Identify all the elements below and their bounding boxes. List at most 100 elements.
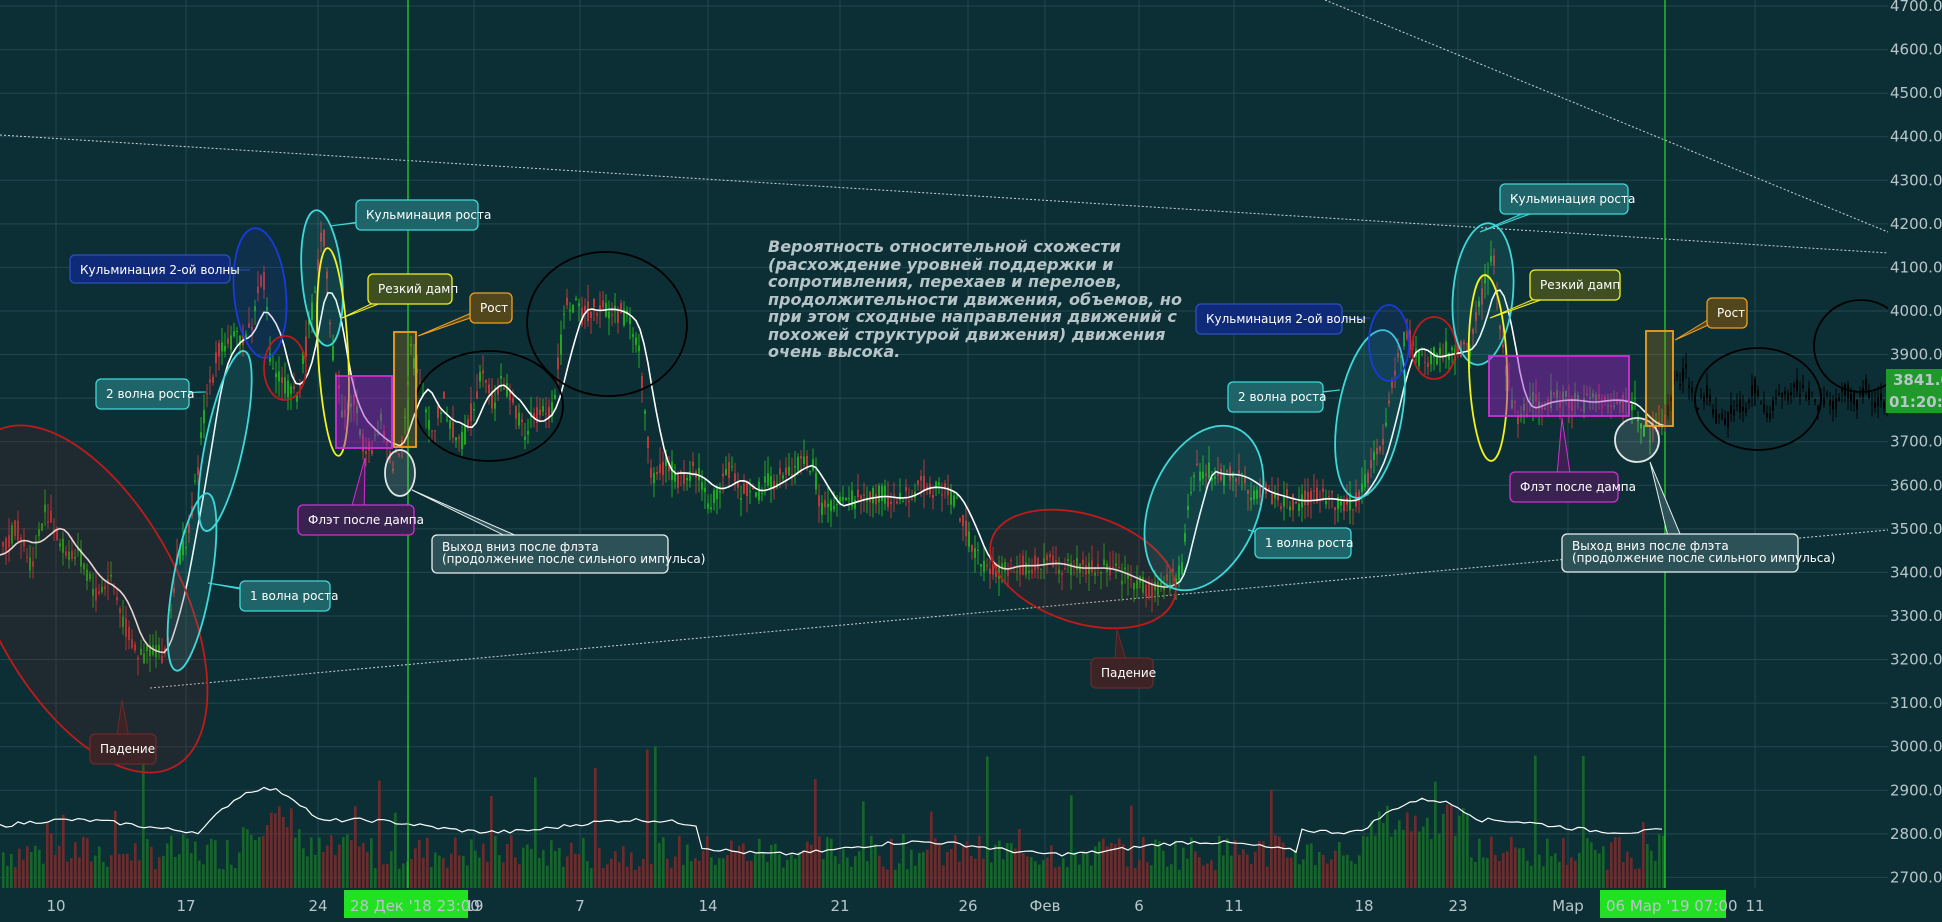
candle-body xyxy=(482,370,484,374)
culmination-ellipse xyxy=(300,209,344,347)
volume-bar xyxy=(1002,859,1005,888)
volume-bar xyxy=(10,854,13,888)
volume-bar xyxy=(362,842,365,888)
candle-body xyxy=(887,497,889,508)
volume-bar xyxy=(398,868,401,888)
candle-body xyxy=(767,473,769,486)
volume-bar xyxy=(66,861,69,888)
volume-bar xyxy=(1074,851,1077,888)
candle-body xyxy=(827,503,829,508)
candle-body xyxy=(1004,561,1006,572)
volume-bar xyxy=(170,835,173,888)
candle-body xyxy=(413,358,415,369)
time-axis[interactable]: 10 17 24 19 7 14 21 26 Фев 6 11 18 23 Мар 11 28 Дек '18… xyxy=(0,888,1942,922)
date-highlight-label: 28 Дек '18 23:00 xyxy=(350,897,480,915)
candle-body xyxy=(230,335,232,350)
candle-body xyxy=(1073,564,1075,567)
candle-body xyxy=(140,648,142,655)
volume-bar xyxy=(742,843,745,888)
projection-body xyxy=(1865,378,1867,391)
candle-body xyxy=(854,499,856,509)
projection-body xyxy=(1670,397,1672,402)
volume-bar xyxy=(862,801,865,888)
candle-body xyxy=(446,419,448,421)
volume-bar xyxy=(694,858,697,888)
candle-body xyxy=(20,537,22,543)
callout: Выход вниз после флэта(продолжение после… xyxy=(1561,461,1835,573)
volume-bar xyxy=(918,852,921,888)
candle-body xyxy=(350,403,352,408)
candle-body xyxy=(737,481,739,488)
candle-body xyxy=(689,471,691,481)
time-tick-label: 21 xyxy=(830,897,849,915)
volume-bar xyxy=(626,866,629,888)
projection-body xyxy=(1880,393,1882,401)
volume-bar xyxy=(106,866,109,888)
volume-bar xyxy=(326,845,329,888)
volume-bar xyxy=(766,861,769,888)
volume-bar xyxy=(1458,815,1461,888)
candle-body xyxy=(206,393,208,395)
candle-body xyxy=(62,538,64,553)
volume-bar xyxy=(1378,811,1381,888)
volume-bar xyxy=(1062,858,1065,888)
candle-body xyxy=(1226,470,1228,472)
candle-body xyxy=(707,503,709,509)
volume-bar xyxy=(1630,857,1633,888)
candle-body xyxy=(1385,422,1387,426)
volume-bar xyxy=(1014,848,1017,888)
candle-body xyxy=(1613,405,1615,408)
callout-label: Кульминация 2-ой волны xyxy=(1206,312,1366,326)
volume-bar xyxy=(18,848,21,888)
candle-body xyxy=(761,493,763,495)
volume-bar xyxy=(486,861,489,888)
volume-bar xyxy=(522,847,525,888)
candle-body xyxy=(1328,496,1330,498)
candle-body xyxy=(494,402,496,409)
candle-body xyxy=(962,514,964,527)
volume-bar xyxy=(1558,861,1561,888)
candle-body xyxy=(368,441,370,451)
candle-body xyxy=(1466,343,1468,345)
volume-bar xyxy=(1446,804,1449,888)
candle-body xyxy=(578,303,580,307)
candle-body xyxy=(1589,397,1591,400)
candle-body xyxy=(362,434,364,452)
candle-body xyxy=(392,468,394,471)
candle-body xyxy=(692,461,694,467)
volume-bar xyxy=(210,838,213,888)
candle-body xyxy=(311,302,313,320)
candle-body xyxy=(1283,496,1285,507)
candle-body xyxy=(1607,405,1609,407)
callout-label: 1 волна роста xyxy=(250,589,338,603)
candle-body xyxy=(302,352,304,365)
volume-bar xyxy=(446,867,449,888)
volume-bar xyxy=(1122,844,1125,888)
projection-body xyxy=(1811,391,1813,393)
volume-bar xyxy=(1594,849,1597,888)
breakdown-circle xyxy=(1614,417,1660,463)
callout-label: Падение xyxy=(100,742,155,756)
volume-bar xyxy=(1398,820,1401,888)
candle-body xyxy=(857,489,859,498)
volume-bar xyxy=(962,845,965,888)
volume-bar xyxy=(1362,836,1365,888)
volume-bar xyxy=(1142,836,1145,888)
callout-label: Флэт после дампа xyxy=(1520,480,1636,494)
candle-body xyxy=(1007,569,1009,576)
volume-bar xyxy=(1370,820,1373,888)
candle-body xyxy=(1610,405,1612,407)
candle-body xyxy=(443,391,445,399)
volume-bar xyxy=(526,844,529,888)
price-axis[interactable]: 4700.0 4600.0 4500.0 4400.0 4300.0 4200.0 4100… xyxy=(1886,0,1942,922)
candle-body xyxy=(1034,555,1036,571)
volume-bar xyxy=(1146,862,1149,888)
callout-box xyxy=(69,254,231,284)
time-tick-label: 24 xyxy=(308,897,327,915)
volume-bar xyxy=(1606,869,1609,888)
candle-body xyxy=(593,298,595,308)
volume-bar xyxy=(154,869,157,888)
volume-bar xyxy=(590,868,593,888)
candle-body xyxy=(1457,342,1459,354)
